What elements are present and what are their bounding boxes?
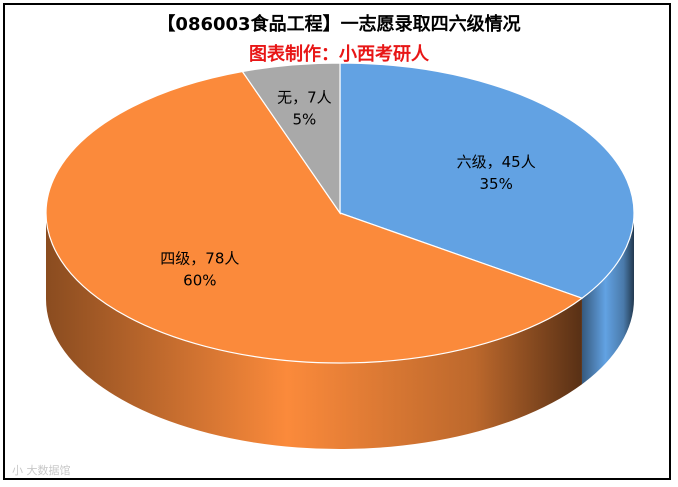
slice-label-六级: 六级，45人 [457, 153, 536, 171]
slice-label-四级: 四级，78人 [160, 250, 239, 268]
slice-percent-六级: 35% [480, 175, 513, 193]
slice-percent-四级: 60% [183, 272, 216, 290]
pie-slice-无 [241, 62, 341, 215]
pie-side-六级 [581, 213, 634, 385]
chart-subtitle: 图表制作：小西考研人 [249, 44, 429, 65]
pie-slice-四级 [45, 70, 584, 364]
slice-percent-无: 5% [292, 111, 316, 129]
watermark: 小 大数据馆 [12, 464, 71, 477]
slice-label-无: 无，7人 [277, 89, 332, 107]
pie-side-四级 [45, 213, 582, 450]
chart-title: 【086003食品工程】一志愿录取四六级情况 [157, 14, 521, 35]
pie-slice-六级 [339, 62, 635, 299]
